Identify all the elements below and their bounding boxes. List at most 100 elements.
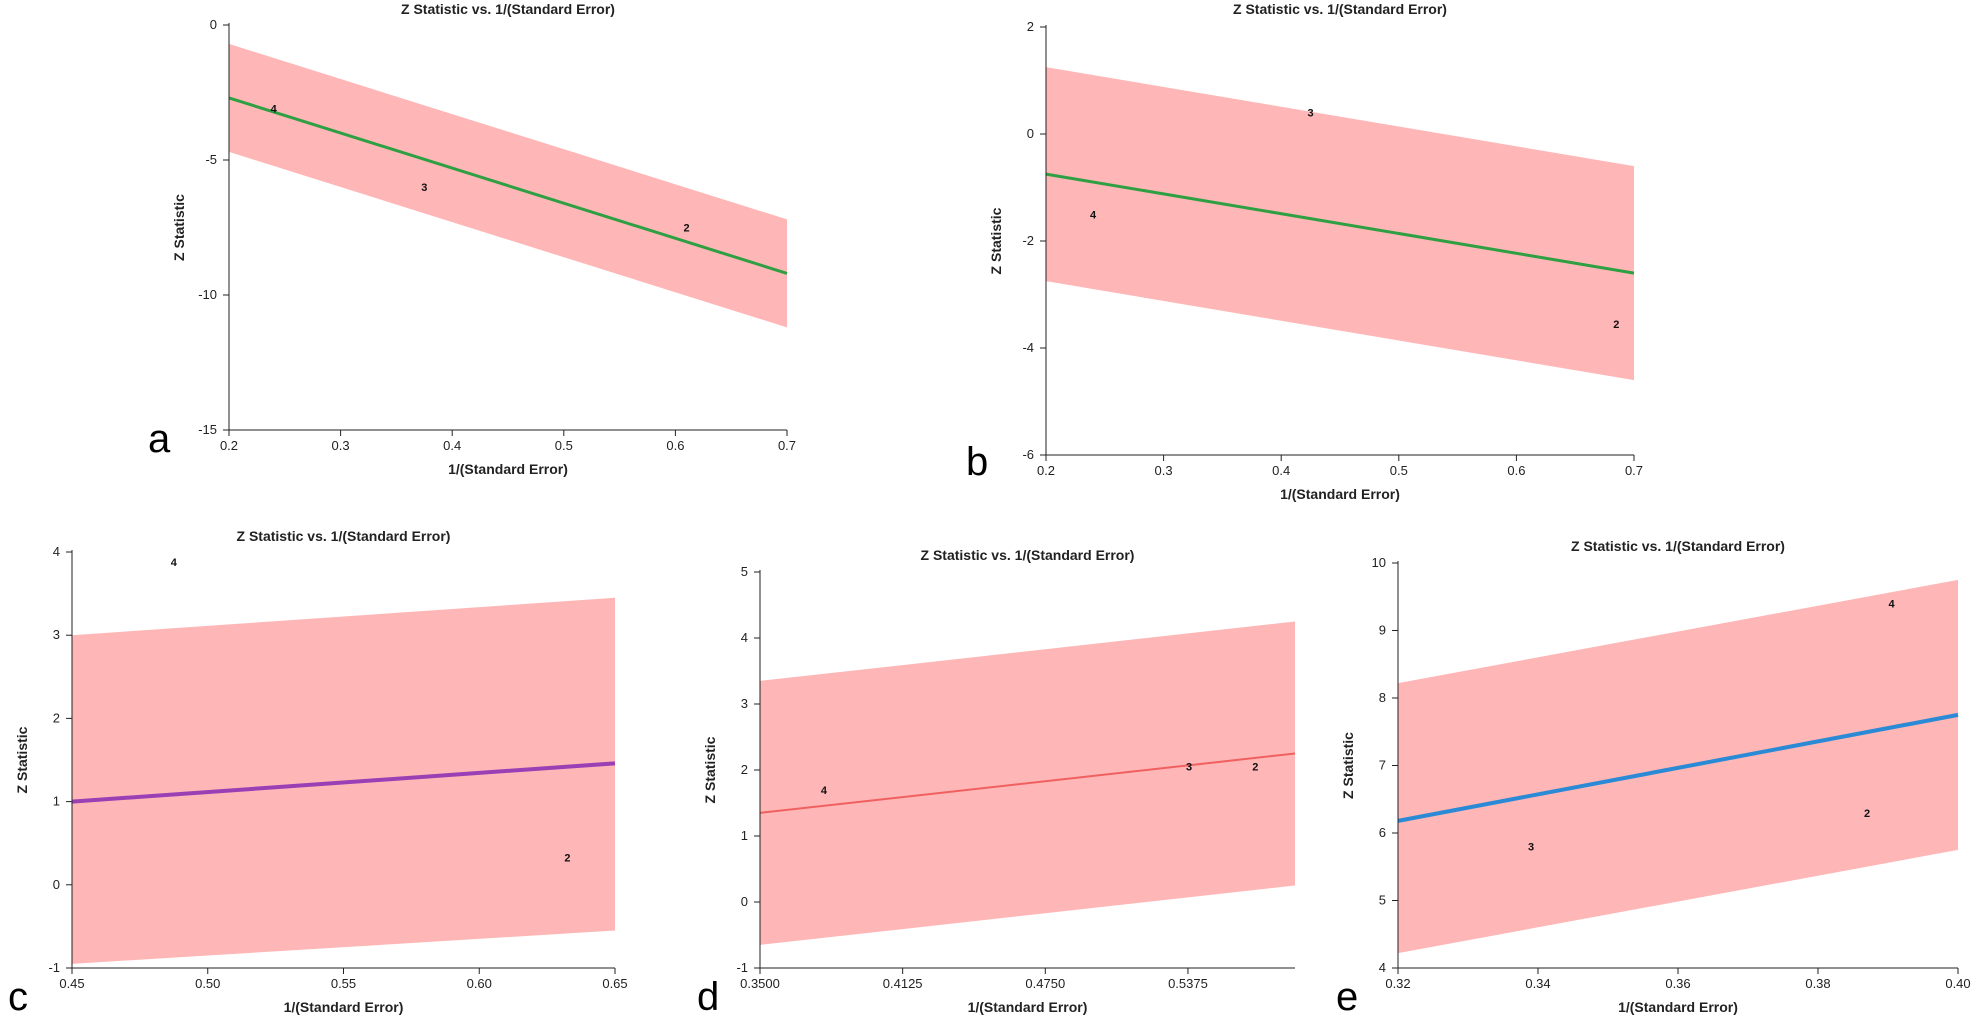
x-tick-label: 0.45: [59, 976, 84, 991]
y-tick-label: -1: [48, 960, 60, 975]
y-tick-label: 4: [1379, 960, 1386, 975]
panel-letter: c: [8, 975, 28, 1019]
y-tick-label: 4: [741, 630, 748, 645]
y-tick-label: 0: [210, 17, 217, 32]
x-tick-label: 0.40: [1945, 976, 1970, 991]
x-tick-label: 0.5: [555, 438, 573, 453]
y-tick-label: 0: [741, 894, 748, 909]
x-axis-label: 1/(Standard Error): [1280, 486, 1400, 502]
y-tick-label: 3: [741, 696, 748, 711]
x-axis-label: 1/(Standard Error): [1618, 999, 1738, 1015]
y-tick-label: 2: [53, 710, 60, 725]
data-point-label: 2: [1613, 319, 1619, 331]
regression-line: [1397, 712, 1959, 823]
y-tick-label: 0: [53, 877, 60, 892]
y-tick-label: 7: [1379, 758, 1386, 773]
y-tick-label: -5: [205, 152, 217, 167]
panel-letter: d: [697, 975, 719, 1019]
y-axis-label: Z Statistic: [171, 194, 187, 261]
y-tick-label: 5: [741, 564, 748, 579]
chart-d: 0.3500 0.4125 0.4750 0.5375 -1 0 1 2 3 4 5 4 3 2 Z Sta…: [697, 547, 1296, 1019]
panel-letter: b: [966, 440, 988, 484]
x-tick-label: 0.55: [331, 976, 356, 991]
x-tick-label: 0.5375: [1168, 976, 1208, 991]
x-tick-label: 0.32: [1385, 976, 1410, 991]
y-tick-label: 0: [1027, 126, 1034, 141]
y-axis-label: Z Statistic: [1340, 732, 1356, 799]
y-axis-label: Z Statistic: [14, 726, 30, 793]
y-tick-label: -4: [1022, 340, 1034, 355]
data-point-label: 2: [1252, 762, 1258, 774]
y-tick-label: 4: [53, 544, 60, 559]
y-tick-label: 10: [1372, 555, 1386, 570]
y-tick-label: 8: [1379, 690, 1386, 705]
chart-title: Z Statistic vs. 1/(Standard Error): [1571, 538, 1785, 554]
chart-title: Z Statistic vs. 1/(Standard Error): [401, 1, 615, 17]
x-axis-label: 1/(Standard Error): [968, 999, 1088, 1015]
data-point-label: 3: [1186, 762, 1192, 774]
x-axis-label: 1/(Standard Error): [284, 999, 404, 1015]
x-tick-label: 0.4: [1272, 463, 1290, 478]
panel-letter: a: [148, 417, 171, 461]
y-tick-label: 5: [1379, 893, 1386, 908]
data-point-label: 4: [271, 104, 278, 116]
y-tick-label: 2: [741, 762, 748, 777]
data-point-label: 2: [1864, 808, 1870, 820]
data-point-label: 4: [1888, 599, 1895, 611]
regression-line: [1045, 172, 1635, 275]
chart-b: 0.2 0.3 0.4 0.5 0.6 0.7 -6 -4 -2 0 2 3 4 2 Z Statistic…: [966, 1, 1643, 502]
y-tick-label: 3: [53, 627, 60, 642]
x-tick-label: 0.6: [1507, 463, 1525, 478]
x-tick-label: 0.7: [778, 438, 796, 453]
y-tick-label: 2: [1027, 19, 1034, 34]
y-tick-label: -10: [198, 287, 217, 302]
x-tick-label: 0.3500: [740, 976, 780, 991]
data-point-label: 4: [171, 557, 178, 569]
data-point-label: 3: [1308, 108, 1314, 120]
chart-a: 0.2 0.3 0.4 0.5 0.6 0.7 -15 -10 -5 0 4 3 2 Z Statisti…: [148, 1, 796, 477]
x-tick-label: 0.60: [467, 976, 492, 991]
x-tick-label: 0.50: [195, 976, 220, 991]
x-tick-label: 0.4: [443, 438, 461, 453]
regression-line: [228, 96, 788, 275]
chart-e: 0.32 0.34 0.36 0.38 0.40 4 5 6 7 8 9 10 4 2 3 Z Statist…: [1336, 538, 1971, 1019]
x-tick-label: 0.2: [220, 438, 238, 453]
x-tick-label: 0.65: [602, 976, 627, 991]
x-tick-label: 0.7: [1625, 463, 1643, 478]
x-tick-label: 0.34: [1525, 976, 1550, 991]
y-tick-label: -2: [1022, 233, 1034, 248]
data-point-label: 3: [421, 182, 427, 194]
y-tick-label: 6: [1379, 825, 1386, 840]
data-point-label: 3: [1528, 842, 1534, 854]
x-tick-label: 0.38: [1805, 976, 1830, 991]
x-tick-label: 0.2: [1037, 463, 1055, 478]
x-tick-label: 0.4750: [1025, 976, 1065, 991]
y-tick-label: -6: [1022, 447, 1034, 462]
x-tick-label: 0.6: [666, 438, 684, 453]
y-tick-label: 1: [741, 828, 748, 843]
y-axis-label: Z Statistic: [702, 736, 718, 803]
x-tick-label: 0.36: [1665, 976, 1690, 991]
chart-title: Z Statistic vs. 1/(Standard Error): [921, 547, 1135, 563]
regression-line: [71, 761, 616, 804]
y-tick-label: 9: [1379, 623, 1386, 638]
y-tick-label: -15: [198, 422, 217, 437]
chart-title: Z Statistic vs. 1/(Standard Error): [237, 528, 451, 544]
y-tick-label: 1: [53, 794, 60, 809]
data-point-label: 4: [1090, 209, 1097, 221]
regression-line: [759, 752, 1296, 814]
panel-letter: e: [1336, 975, 1358, 1019]
y-axis-label: Z Statistic: [988, 207, 1004, 274]
data-point-label: 2: [564, 852, 570, 864]
x-tick-label: 0.5: [1390, 463, 1408, 478]
data-point-label: 4: [821, 785, 828, 797]
y-tick-label: -1: [736, 960, 748, 975]
x-tick-label: 0.3: [332, 438, 350, 453]
chart-c: 0.45 0.50 0.55 0.60 0.65 -1 0 1 2 3 4 4 2 Z Statistic…: [8, 528, 628, 1019]
x-tick-label: 0.3: [1155, 463, 1173, 478]
data-point-label: 2: [683, 223, 689, 235]
x-axis-label: 1/(Standard Error): [448, 461, 568, 477]
chart-title: Z Statistic vs. 1/(Standard Error): [1233, 1, 1447, 17]
x-tick-label: 0.4125: [883, 976, 923, 991]
